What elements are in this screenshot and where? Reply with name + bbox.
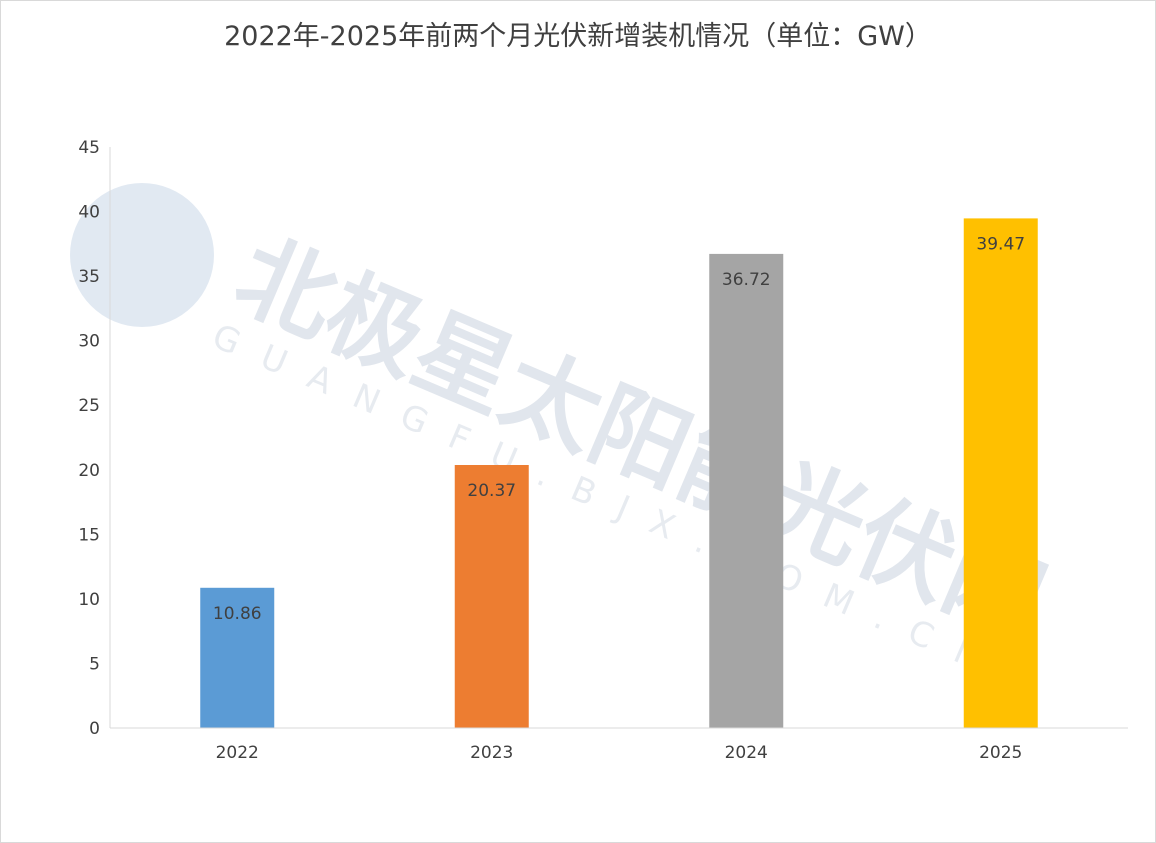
data-label: 10.86 <box>213 604 262 624</box>
y-tick-label: 30 <box>78 332 100 352</box>
bar-2023 <box>454 465 529 728</box>
bars: 10.86 20.37 36.72 39.47 <box>200 218 1038 729</box>
y-tick-label: 5 <box>89 654 100 674</box>
x-tick-label: 2024 <box>725 743 768 763</box>
y-tick-label: 20 <box>78 461 100 481</box>
x-tick-label: 2025 <box>979 743 1022 763</box>
y-tick-label: 45 <box>78 138 100 158</box>
y-tick-label: 15 <box>78 525 100 545</box>
y-tick-label: 25 <box>78 396 100 416</box>
x-tick-label: 2023 <box>470 743 513 763</box>
y-tick-label: 35 <box>78 267 100 287</box>
bar-2022 <box>200 587 275 728</box>
data-label: 20.37 <box>467 481 516 501</box>
y-tick-label: 40 <box>78 203 100 223</box>
bar-2025 <box>963 218 1038 728</box>
watermark-text: 北极星太阳能光伏网 <box>221 218 1060 659</box>
y-tick-label: 0 <box>89 719 100 739</box>
x-axis: 2022 2023 2024 2025 <box>110 727 1128 763</box>
data-label: 36.72 <box>722 270 771 290</box>
watermark-logo-icon <box>70 183 214 327</box>
data-label: 39.47 <box>976 234 1025 254</box>
bar-2024 <box>709 253 784 729</box>
y-tick-label: 10 <box>78 590 100 610</box>
y-axis: 0 5 10 15 20 25 30 35 40 45 <box>78 138 111 739</box>
x-tick-label: 2022 <box>216 743 259 763</box>
chart-title: 2022年-2025年前两个月光伏新增装机情况（单位：GW） <box>224 21 932 52</box>
